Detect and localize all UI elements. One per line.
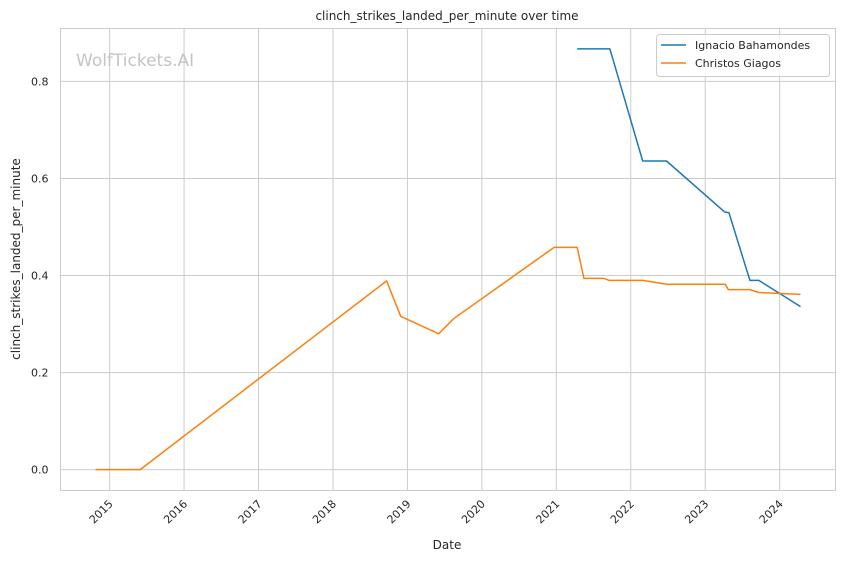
series-line-ignacio-bahamondes xyxy=(577,48,801,308)
x-tick-label: 2017 xyxy=(236,497,265,526)
x-tick-label: 2024 xyxy=(757,497,786,526)
x-tick-label: 2015 xyxy=(87,497,116,526)
ticks: 2015 2016 2017 2018 2019 2020 2021 2022 2023 2024… xyxy=(31,75,786,526)
y-tick-label: 0.8 xyxy=(31,75,49,88)
chart-title: clinch_strikes_landed_per_minute over ti… xyxy=(315,9,578,23)
y-tick-label: 0.0 xyxy=(31,464,49,477)
y-axis-label: clinch_strikes_landed_per_minute xyxy=(9,158,23,360)
plot-frame xyxy=(60,28,836,491)
y-tick-label: 0.2 xyxy=(31,367,49,380)
watermark: WolfTickets.AI xyxy=(76,51,194,71)
legend-label-christos: Christos Giagos xyxy=(695,57,781,70)
grid xyxy=(60,28,836,491)
legend-box xyxy=(656,34,830,77)
legend: Ignacio Bahamondes Christos Giagos xyxy=(656,34,830,77)
legend-label-ignacio: Ignacio Bahamondes xyxy=(695,39,810,52)
x-tick-label: 2019 xyxy=(385,497,414,526)
x-axis-label: Date xyxy=(433,538,462,552)
y-tick-label: 0.4 xyxy=(31,270,49,283)
x-tick-label: 2021 xyxy=(533,497,562,526)
x-tick-label: 2016 xyxy=(161,497,190,526)
y-tick-label: 0.6 xyxy=(31,172,49,185)
series-line-christos-giagos xyxy=(95,246,801,471)
series-lines xyxy=(95,48,801,471)
x-tick-label: 2022 xyxy=(608,497,637,526)
x-tick-label: 2018 xyxy=(310,497,339,526)
x-tick-label: 2023 xyxy=(682,497,711,526)
x-tick-label: 2020 xyxy=(459,497,488,526)
